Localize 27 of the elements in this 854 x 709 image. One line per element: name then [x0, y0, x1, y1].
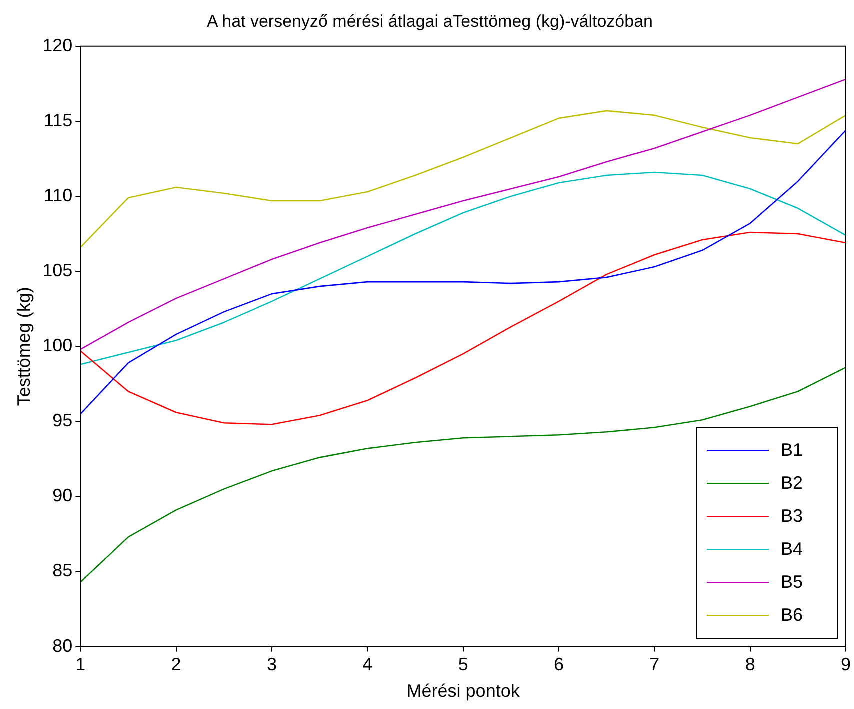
x-tick-label: 5: [458, 654, 468, 675]
y-tick-label: 120: [42, 35, 73, 56]
x-tick-label: 4: [362, 654, 373, 675]
y-tick-label: 115: [44, 110, 73, 130]
chart-title: A hat versenyző mérési átlagai aTesttömeg (kg)-változóban: [206, 12, 654, 31]
legend-label: B1: [780, 440, 804, 461]
legend-label: B4: [780, 538, 804, 560]
x-tick-label: 3: [266, 654, 277, 675]
y-tick-label: 85: [52, 560, 73, 581]
legend-label: B5: [780, 572, 804, 593]
x-tick-label: 6: [554, 654, 564, 675]
y-tick-label: 110: [44, 185, 73, 206]
x-tick-label: 2: [171, 654, 182, 675]
y-tick-label: 100: [42, 336, 73, 356]
y-tick-label: 105: [42, 260, 73, 281]
x-tick-label: 8: [745, 654, 756, 675]
y-tick-label: 90: [52, 486, 73, 506]
y-tick-label: 80: [52, 636, 73, 656]
y-axis-title: Testtömeg (kg): [14, 287, 34, 406]
legend-label: B2: [780, 472, 804, 494]
x-tick-label: 9: [840, 654, 851, 675]
legend-label: B6: [780, 604, 804, 626]
legend-label: B3: [780, 506, 804, 527]
x-tick-label: 7: [650, 654, 660, 675]
y-tick-label: 95: [52, 410, 73, 431]
x-axis-title: Mérési pontok: [406, 681, 521, 702]
x-tick-label: 1: [76, 654, 86, 675]
